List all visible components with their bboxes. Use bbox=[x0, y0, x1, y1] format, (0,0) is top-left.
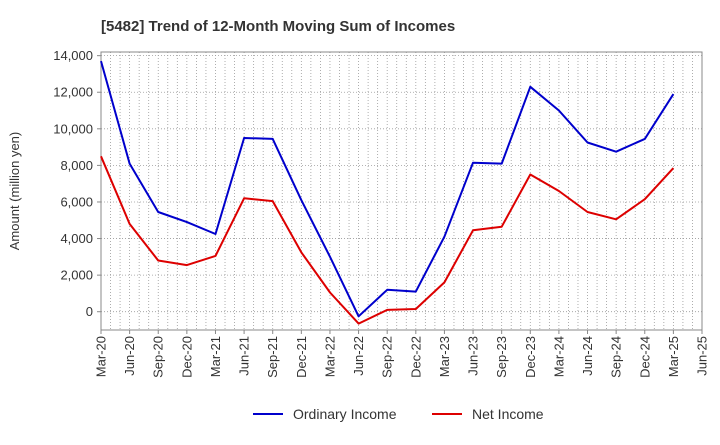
x-tick-label: Sep-22 bbox=[380, 336, 395, 378]
x-axis: Mar-20 Jun-20 Sep-20 Dec-20 Mar-21 Jun-21 Sep-… bbox=[94, 330, 710, 378]
y-tick-label: 2,000 bbox=[60, 268, 93, 283]
x-tick-label: Jun-24 bbox=[580, 336, 595, 376]
x-tick-label: Mar-22 bbox=[322, 336, 337, 377]
x-tick-label: Mar-25 bbox=[666, 336, 681, 377]
y-tick-label: 10,000 bbox=[53, 121, 93, 136]
x-tick-label: Jun-21 bbox=[237, 336, 252, 376]
x-tick-label: Jun-25 bbox=[695, 336, 710, 376]
x-tick-label: Dec-21 bbox=[294, 336, 309, 378]
x-tick-label: Mar-20 bbox=[94, 336, 109, 377]
y-tick-label: 6,000 bbox=[60, 194, 93, 209]
legend-label: Net Income bbox=[472, 406, 544, 422]
x-tick-label: Sep-24 bbox=[609, 336, 624, 378]
grid-layer bbox=[101, 52, 702, 330]
x-tick-label: Sep-23 bbox=[494, 336, 509, 378]
y-tick-label: 0 bbox=[86, 304, 93, 319]
y-tick-label: 14,000 bbox=[53, 48, 93, 63]
x-tick-label: Mar-23 bbox=[437, 336, 452, 377]
x-tick-label: Sep-20 bbox=[151, 336, 166, 378]
x-tick-label: Dec-20 bbox=[179, 336, 194, 378]
x-tick-label: Mar-21 bbox=[208, 336, 223, 377]
y-tick-label: 8,000 bbox=[60, 158, 93, 173]
x-tick-label: Jun-23 bbox=[466, 336, 481, 376]
x-tick-label: Jun-22 bbox=[351, 336, 366, 376]
y-axis-label: Amount (million yen) bbox=[7, 132, 22, 251]
legend: Ordinary Income Net Income bbox=[253, 406, 544, 422]
y-tick-label: 4,000 bbox=[60, 231, 93, 246]
x-tick-label: Sep-21 bbox=[265, 336, 280, 378]
x-tick-label: Jun-20 bbox=[122, 336, 137, 376]
y-tick-label: 12,000 bbox=[53, 85, 93, 100]
series-line-ordinary-income bbox=[100, 60, 675, 318]
chart-title: [5482] Trend of 12-Month Moving Sum of I… bbox=[101, 18, 455, 35]
series-layer bbox=[100, 60, 675, 325]
plot-frame bbox=[100, 51, 703, 331]
legend-label: Ordinary Income bbox=[293, 406, 397, 422]
series-line-net-income bbox=[100, 155, 675, 325]
x-tick-label: Dec-22 bbox=[408, 336, 423, 378]
x-tick-label: Dec-24 bbox=[637, 336, 652, 378]
x-tick-label: Mar-24 bbox=[551, 336, 566, 377]
y-axis: 0 2,000 4,000 6,000 8,000 10,000 12,000 14,000 bbox=[53, 48, 101, 319]
x-tick-label: Dec-23 bbox=[523, 336, 538, 378]
